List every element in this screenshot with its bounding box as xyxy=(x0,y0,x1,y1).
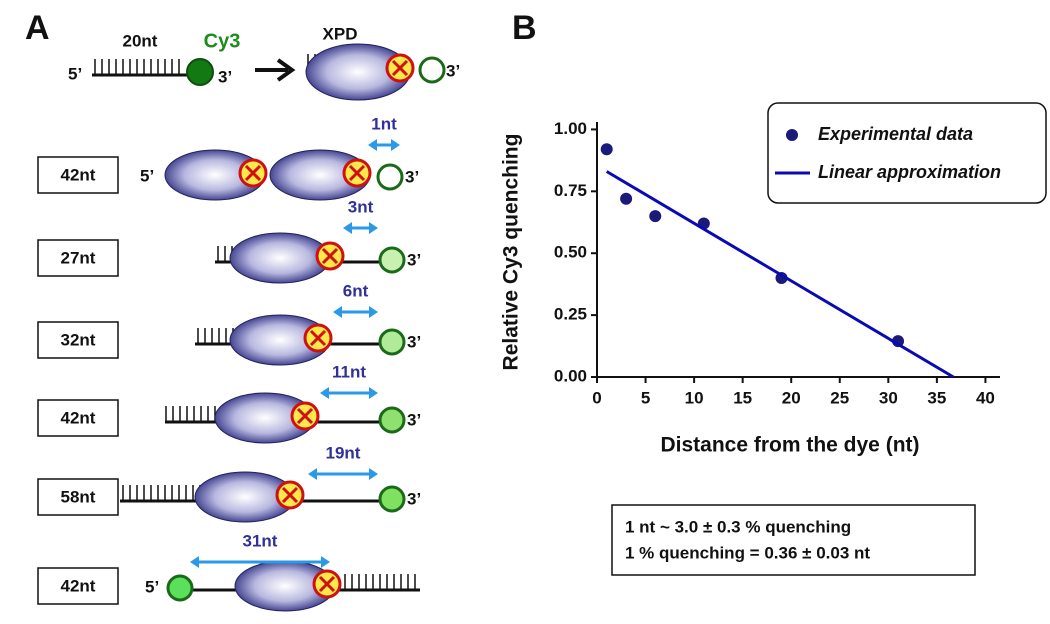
x-tick-label: 5 xyxy=(641,388,650,407)
cy3-dye xyxy=(378,485,406,513)
end-label: 3’ xyxy=(407,250,421,269)
end-label: 3’ xyxy=(407,332,421,351)
cy3-dye xyxy=(376,163,404,191)
length-label: 32nt xyxy=(61,330,96,349)
dye-label: Cy3 xyxy=(204,30,241,52)
end-label: 3’ xyxy=(407,410,421,429)
length-label: 20nt xyxy=(123,31,158,50)
x-tick-label: 40 xyxy=(976,388,995,407)
distance-label: 1nt xyxy=(371,114,397,133)
length-label: 42nt xyxy=(61,408,96,427)
data-point xyxy=(649,210,662,223)
legend-label: Linear approximation xyxy=(818,162,1001,182)
cy3-dye xyxy=(166,574,194,602)
legend-box xyxy=(767,102,1047,204)
arrow-head xyxy=(368,139,400,151)
length-label: 58nt xyxy=(61,487,96,506)
panel-label: A xyxy=(25,9,50,47)
legend-marker xyxy=(786,129,798,141)
block-cross xyxy=(391,59,409,77)
y-tick-label: 0.00 xyxy=(554,366,587,385)
block-cross xyxy=(296,407,314,425)
block-cross xyxy=(309,329,327,347)
arrow-head xyxy=(343,222,378,234)
end-label: 3’ xyxy=(446,61,460,80)
length-label: 42nt xyxy=(61,576,96,595)
length-box xyxy=(37,399,119,437)
cy3-dye xyxy=(378,328,406,356)
annotation-box xyxy=(611,504,976,576)
y-axis-title: Relative Cy3 quenching xyxy=(500,134,523,371)
x-tick-label: 15 xyxy=(733,388,752,407)
length-box xyxy=(37,156,119,194)
annotation: 1 % quenching = 0.36 ± 0.03 nt xyxy=(625,543,870,562)
distance-label: 31nt xyxy=(243,531,278,550)
distance-label: 6nt xyxy=(343,281,369,300)
length-box xyxy=(37,478,119,516)
arrow-head xyxy=(333,306,378,318)
distance-label: 19nt xyxy=(326,443,361,462)
fit-line xyxy=(605,170,955,379)
cy3-dye xyxy=(418,56,446,84)
process-arrow xyxy=(255,58,296,82)
annotation: 1 nt ~ 3.0 ± 0.3 % quenching xyxy=(625,517,851,536)
y-tick-label: 1.00 xyxy=(554,119,587,138)
length-label: 27nt xyxy=(61,248,96,267)
protein-label: XPD xyxy=(323,24,358,43)
x-tick-label: 10 xyxy=(685,388,704,407)
x-tick-label: 20 xyxy=(782,388,801,407)
data-point xyxy=(600,143,613,156)
block-cross xyxy=(318,575,336,593)
cy3-dye xyxy=(378,406,406,434)
y-tick-label: 0.50 xyxy=(554,243,587,262)
end-label: 5’ xyxy=(68,64,82,83)
x-tick-label: 25 xyxy=(830,388,849,407)
x-tick-label: 30 xyxy=(879,388,898,407)
distance-label: 11nt xyxy=(332,362,366,381)
block-cross xyxy=(348,164,366,182)
end-label: 3’ xyxy=(218,67,232,86)
data-point xyxy=(620,192,633,205)
end-label: 5’ xyxy=(145,577,159,596)
xpd-protein xyxy=(229,232,331,284)
x-tick-label: 35 xyxy=(927,388,946,407)
length-box xyxy=(37,239,119,277)
distance-label: 3nt xyxy=(348,197,374,216)
block-cross xyxy=(244,164,262,182)
y-tick-label: 0.75 xyxy=(554,181,587,200)
length-box xyxy=(37,321,119,359)
end-label: 5’ xyxy=(140,166,154,185)
cy3-dye xyxy=(378,246,406,274)
end-label: 3’ xyxy=(407,489,421,508)
x-axis-title: Distance from the dye (nt) xyxy=(660,434,919,457)
panel-label: B xyxy=(512,9,537,47)
x-tick-label: 0 xyxy=(592,388,601,407)
legend-label: Experimental data xyxy=(818,124,973,144)
end-label: 3’ xyxy=(405,167,419,186)
y-tick-label: 0.25 xyxy=(554,305,587,324)
block-cross xyxy=(281,486,299,504)
block-cross xyxy=(321,247,339,265)
length-box xyxy=(37,567,119,605)
cy3-dye xyxy=(186,58,214,86)
length-label: 42nt xyxy=(61,165,96,184)
